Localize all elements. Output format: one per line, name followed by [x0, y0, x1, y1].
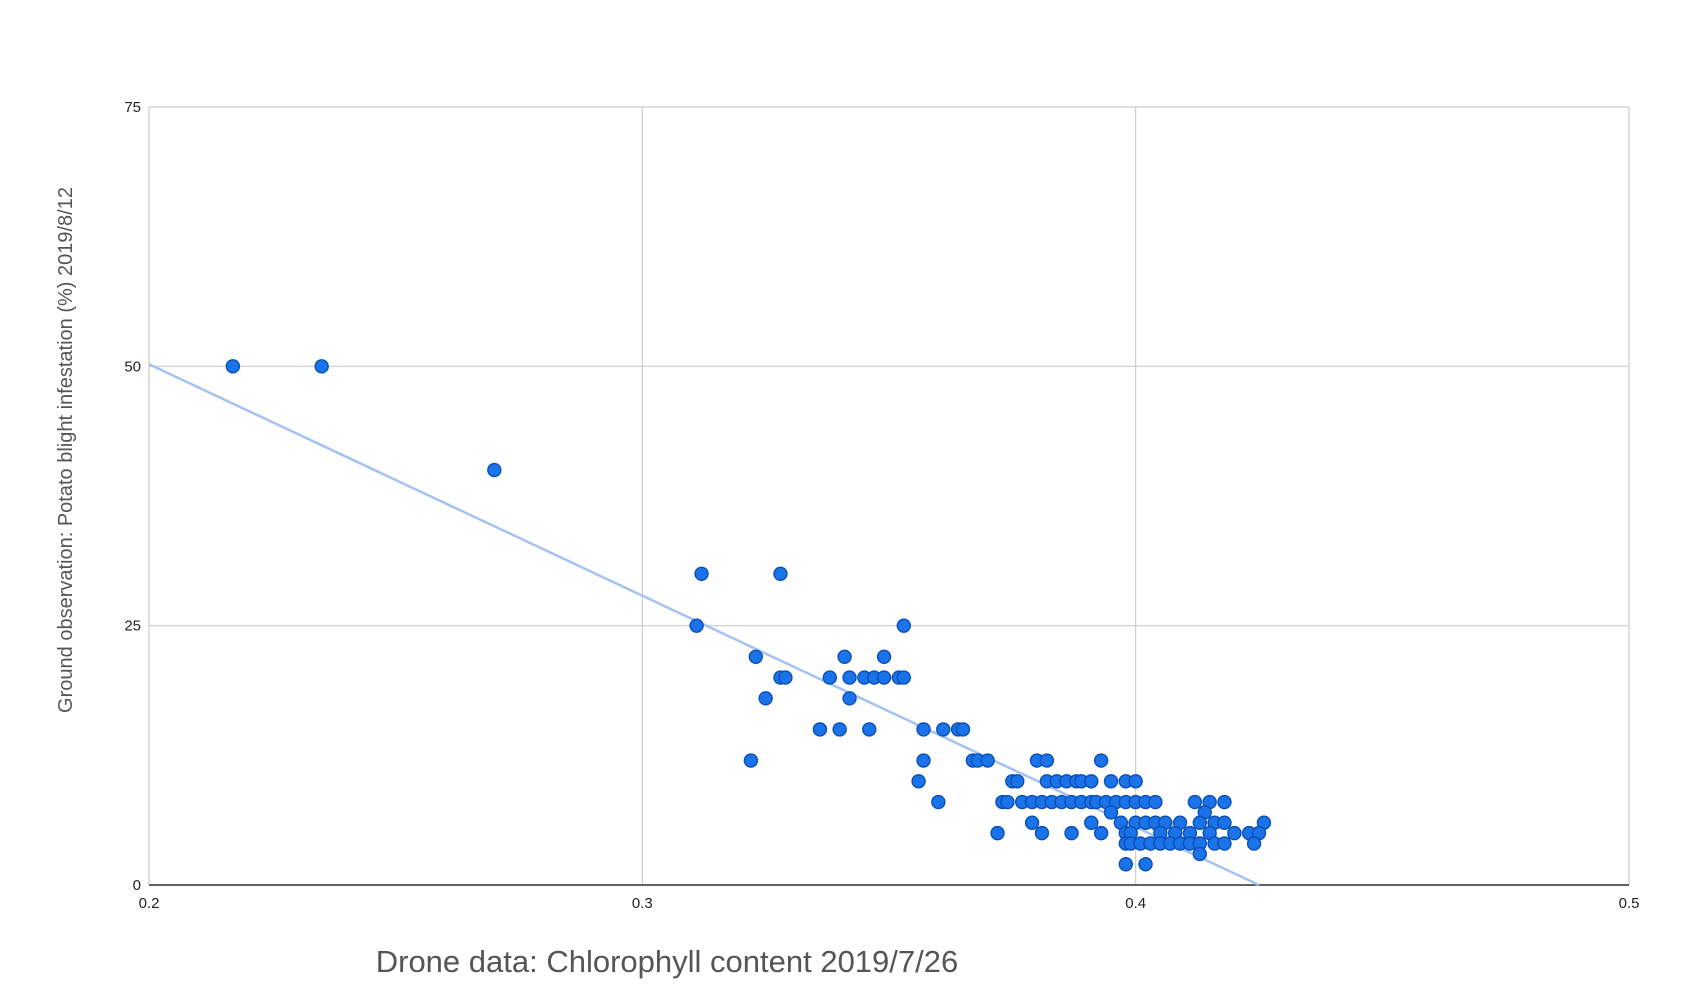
y-tick-label: 25 — [124, 618, 141, 635]
y-tick-labels: 0 25 50 75 — [124, 99, 141, 894]
data-points — [225, 359, 1272, 872]
data-point — [822, 670, 837, 685]
data-point — [1217, 836, 1232, 851]
data-point — [832, 722, 847, 737]
y-tick-label: 75 — [124, 99, 141, 116]
data-point — [936, 722, 951, 737]
data-point — [1103, 774, 1119, 789]
data-point — [1192, 815, 1208, 830]
data-point — [314, 359, 329, 374]
data-point — [1010, 774, 1025, 789]
data-point — [812, 722, 828, 737]
x-tick-label: 0.5 — [1619, 895, 1640, 912]
data-point — [225, 359, 241, 374]
data-point — [748, 649, 763, 664]
data-point — [1217, 794, 1232, 810]
x-tick-label: 0.2 — [139, 895, 160, 912]
data-point — [773, 566, 788, 581]
data-point — [1064, 825, 1079, 841]
gridlines — [148, 106, 1630, 886]
data-point — [1084, 774, 1099, 789]
data-point — [1000, 794, 1015, 810]
data-point — [896, 618, 911, 633]
data-point — [1039, 753, 1055, 768]
x-axis-label: Drone data: Chlorophyll content 2019/7/2… — [376, 944, 959, 979]
data-point — [911, 774, 926, 789]
data-point — [694, 566, 709, 581]
data-point — [842, 691, 857, 706]
data-point — [931, 794, 946, 810]
data-point — [1192, 846, 1208, 862]
data-point — [1093, 825, 1109, 841]
y-tick-label: 0 — [133, 877, 141, 894]
x-tick-label: 0.3 — [632, 895, 653, 912]
data-point — [1103, 805, 1119, 820]
data-point — [837, 649, 852, 664]
data-point — [896, 670, 911, 685]
data-point — [1148, 794, 1163, 810]
y-axis-label: Ground observation: Potato blight infest… — [55, 187, 77, 713]
data-point — [1093, 753, 1109, 768]
data-point — [1084, 815, 1099, 830]
data-point — [1024, 815, 1040, 830]
x-tick-label: 0.4 — [1125, 895, 1146, 912]
data-point — [1246, 836, 1262, 851]
data-point — [990, 825, 1005, 841]
data-point — [743, 753, 759, 768]
data-point — [876, 670, 892, 685]
data-point — [689, 618, 704, 633]
data-point — [1138, 857, 1153, 872]
data-point — [1187, 794, 1203, 810]
data-point — [842, 670, 857, 685]
data-point — [980, 753, 995, 768]
data-point — [778, 670, 793, 685]
x-tick-labels: 0.2 0.3 0.4 0.5 — [139, 895, 1640, 912]
data-point — [487, 462, 502, 478]
data-point — [1227, 825, 1242, 841]
data-point — [916, 722, 931, 737]
data-point — [1217, 815, 1232, 830]
data-point — [758, 691, 773, 706]
data-point — [1118, 857, 1134, 872]
data-point — [1034, 825, 1050, 841]
data-point — [916, 753, 931, 768]
data-point — [876, 649, 892, 664]
data-point — [862, 722, 877, 737]
data-point — [1128, 774, 1143, 789]
data-point — [955, 722, 971, 737]
y-tick-label: 50 — [124, 358, 141, 375]
